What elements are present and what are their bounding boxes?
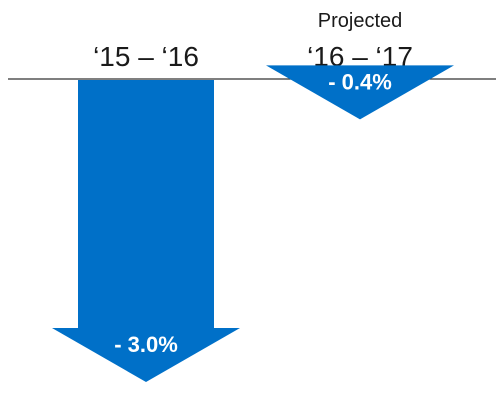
bar-marks: - 3.0% - 0.4% [52, 65, 454, 382]
bar-arrow-head [266, 65, 454, 120]
data-label: - 0.4% [328, 69, 392, 94]
bar [78, 80, 214, 328]
bar-arrow-head [52, 328, 240, 382]
category-note: Projected [318, 10, 403, 32]
x-tick-label: ‘15 – ‘16 [93, 41, 199, 72]
data-label: - 3.0% [114, 332, 178, 357]
